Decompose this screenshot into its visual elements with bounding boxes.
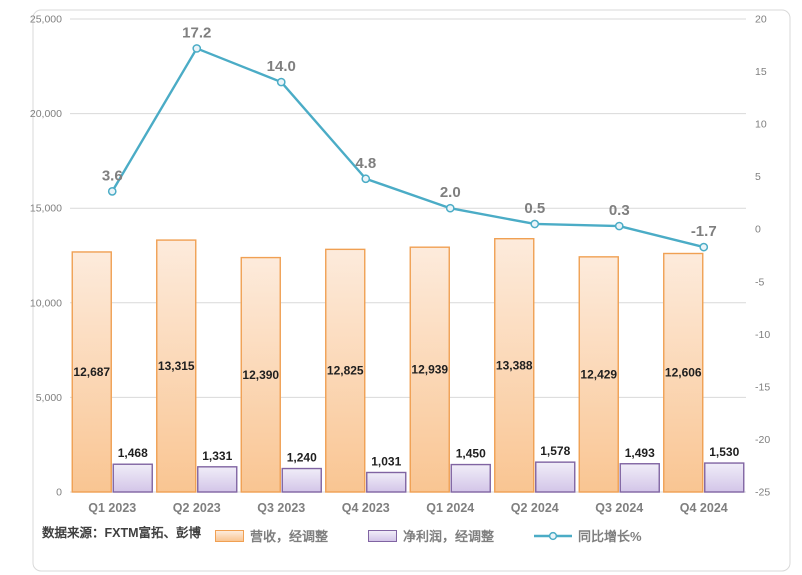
- yoy-growth-label: 0.3: [609, 202, 630, 219]
- net-profit-label: 1,578: [540, 444, 570, 458]
- category-label: Q2 2023: [173, 501, 221, 515]
- revenue-label: 13,315: [158, 359, 195, 373]
- right-axis-tick: 15: [755, 66, 767, 78]
- right-axis-tick: 20: [755, 14, 767, 26]
- revenue-label: 12,939: [411, 363, 448, 377]
- legend-label: 营收，经调整: [250, 529, 329, 544]
- left-axis-tick: 0: [56, 487, 62, 499]
- yoy-growth-label: 0.5: [524, 200, 545, 217]
- category-label: Q2 2024: [511, 501, 559, 515]
- net-profit-label: 1,450: [456, 447, 486, 461]
- left-axis-tick: 20,000: [30, 108, 62, 120]
- right-axis-tick: -20: [755, 434, 770, 446]
- net-profit-label: 1,530: [709, 445, 739, 459]
- yoy-growth-marker: [614, 221, 624, 231]
- left-axis-tick: 15,000: [30, 203, 62, 215]
- category-label: Q4 2024: [680, 501, 728, 515]
- net-profit-bar: [619, 463, 660, 493]
- yoy-growth-marker: [445, 203, 455, 213]
- left-axis-tick: 10,000: [30, 297, 62, 309]
- revenue-label: 12,390: [242, 368, 279, 382]
- net-profit-bar: [535, 461, 576, 493]
- category-label: Q1 2024: [426, 501, 474, 515]
- category-label: Q3 2024: [595, 501, 643, 515]
- net-profit-label: 1,468: [118, 446, 148, 460]
- legend-line-marker-icon: [534, 530, 573, 542]
- yoy-growth-label: 2.0: [440, 184, 461, 201]
- yoy-growth-marker: [699, 242, 709, 252]
- left-axis-tick: 25,000: [30, 14, 62, 26]
- yoy-growth-marker: [276, 77, 286, 87]
- net-profit-bar: [704, 462, 745, 493]
- revenue-bar: [240, 256, 281, 493]
- yoy-growth-label: -1.7: [691, 223, 717, 240]
- net-profit-bar: [281, 467, 322, 493]
- right-axis-tick: -15: [755, 381, 770, 393]
- yoy-growth-label: 3.6: [102, 167, 123, 184]
- revenue-label: 12,429: [580, 367, 617, 381]
- revenue-bar: [663, 252, 704, 493]
- revenue-bar: [156, 239, 197, 493]
- category-label: Q3 2023: [257, 501, 305, 515]
- yoy-growth-label: 4.8: [355, 155, 376, 172]
- legend-swatch-net-profit-icon: [368, 529, 398, 542]
- revenue-label: 12,825: [327, 364, 364, 378]
- net-profit-label: 1,031: [371, 454, 401, 468]
- source-note: 数据来源：FXTM富拓、彭博: [42, 526, 202, 540]
- legend-item-net-profit: 净利润，经调整: [368, 526, 494, 545]
- net-profit-bar: [197, 466, 238, 493]
- revenue-label: 13,388: [496, 358, 533, 372]
- revenue-label: 12,687: [73, 365, 110, 379]
- right-axis-tick: -25: [755, 487, 770, 499]
- revenue-bar: [409, 246, 450, 493]
- right-axis-tick: 0: [755, 224, 761, 236]
- net-profit-label: 1,240: [287, 451, 317, 465]
- legend-item-revenue: 营收，经调整: [215, 526, 328, 545]
- yoy-growth-marker: [107, 187, 117, 196]
- revenue-bar: [494, 237, 535, 493]
- category-label: Q1 2023: [88, 501, 136, 515]
- net-profit-label: 1,493: [625, 446, 655, 460]
- category-label: Q4 2023: [342, 501, 390, 515]
- left-axis-tick: 5,000: [36, 392, 62, 404]
- yoy-growth-marker: [192, 44, 202, 53]
- right-axis-tick: 10: [755, 119, 767, 131]
- legend-label: 净利润，经调整: [403, 529, 495, 544]
- legend-label: 同比增长%: [578, 529, 642, 544]
- net-profit-bar: [112, 463, 153, 493]
- right-axis-tick: -5: [755, 276, 764, 288]
- yoy-growth-label: 14.0: [267, 58, 296, 75]
- revenue-bar: [71, 251, 112, 493]
- yoy-growth-marker: [530, 219, 540, 229]
- legend: 营收，经调整 净利润，经调整 同比增长%: [215, 526, 642, 545]
- revenue-label: 12,606: [665, 366, 702, 380]
- legend-swatch-revenue-icon: [215, 529, 244, 542]
- right-axis-tick: 5: [755, 171, 761, 183]
- right-axis-tick: -10: [755, 329, 770, 341]
- yoy-growth-marker: [361, 174, 371, 184]
- legend-item-yoy-growth: 同比增长%: [534, 526, 642, 545]
- net-profit-bar: [450, 463, 491, 493]
- yoy-growth-label: 17.2: [182, 24, 211, 41]
- yoy-growth-line: [111, 47, 705, 249]
- revenue-bar: [578, 256, 619, 493]
- net-profit-label: 1,331: [202, 449, 232, 463]
- net-profit-bar: [366, 471, 407, 493]
- revenue-bar: [325, 248, 366, 493]
